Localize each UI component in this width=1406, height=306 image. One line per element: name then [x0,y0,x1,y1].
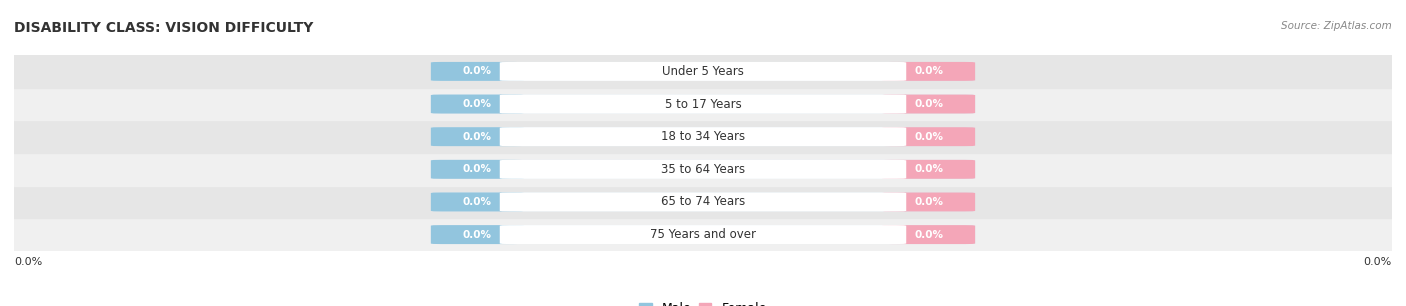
FancyBboxPatch shape [499,127,907,146]
Text: 0.0%: 0.0% [914,230,943,240]
FancyBboxPatch shape [882,160,976,179]
Legend: Male, Female: Male, Female [636,299,770,306]
Text: 0.0%: 0.0% [463,230,492,240]
FancyBboxPatch shape [430,62,976,81]
FancyBboxPatch shape [499,160,907,179]
FancyBboxPatch shape [430,160,976,179]
FancyBboxPatch shape [430,62,524,81]
Text: 0.0%: 0.0% [463,132,492,142]
FancyBboxPatch shape [499,62,907,81]
Bar [14,186,1392,218]
Text: 0.0%: 0.0% [914,197,943,207]
FancyBboxPatch shape [430,225,524,244]
FancyBboxPatch shape [430,225,976,244]
Text: 0.0%: 0.0% [914,164,943,174]
FancyBboxPatch shape [430,192,524,211]
Text: 0.0%: 0.0% [914,132,943,142]
FancyBboxPatch shape [499,192,907,211]
Bar [14,120,1392,153]
Text: 0.0%: 0.0% [914,66,943,76]
FancyBboxPatch shape [882,127,976,146]
FancyBboxPatch shape [499,225,907,244]
Text: 0.0%: 0.0% [914,99,943,109]
Text: Under 5 Years: Under 5 Years [662,65,744,78]
FancyBboxPatch shape [499,95,907,114]
Text: 5 to 17 Years: 5 to 17 Years [665,98,741,110]
Bar [14,153,1392,186]
FancyBboxPatch shape [430,160,524,179]
Text: 0.0%: 0.0% [463,99,492,109]
Text: 0.0%: 0.0% [463,164,492,174]
Bar [14,88,1392,120]
Text: 35 to 64 Years: 35 to 64 Years [661,163,745,176]
FancyBboxPatch shape [430,127,524,146]
Bar [14,218,1392,251]
FancyBboxPatch shape [430,192,976,211]
FancyBboxPatch shape [430,95,524,114]
FancyBboxPatch shape [882,192,976,211]
Text: 75 Years and over: 75 Years and over [650,228,756,241]
FancyBboxPatch shape [882,95,976,114]
Text: 0.0%: 0.0% [463,197,492,207]
FancyBboxPatch shape [430,95,976,114]
Text: 65 to 74 Years: 65 to 74 Years [661,196,745,208]
Text: 0.0%: 0.0% [1364,257,1392,267]
Text: Source: ZipAtlas.com: Source: ZipAtlas.com [1281,21,1392,32]
Text: 0.0%: 0.0% [463,66,492,76]
Text: 18 to 34 Years: 18 to 34 Years [661,130,745,143]
Bar [14,55,1392,88]
FancyBboxPatch shape [430,127,976,146]
FancyBboxPatch shape [882,62,976,81]
FancyBboxPatch shape [882,225,976,244]
Text: 0.0%: 0.0% [14,257,42,267]
Text: DISABILITY CLASS: VISION DIFFICULTY: DISABILITY CLASS: VISION DIFFICULTY [14,21,314,35]
